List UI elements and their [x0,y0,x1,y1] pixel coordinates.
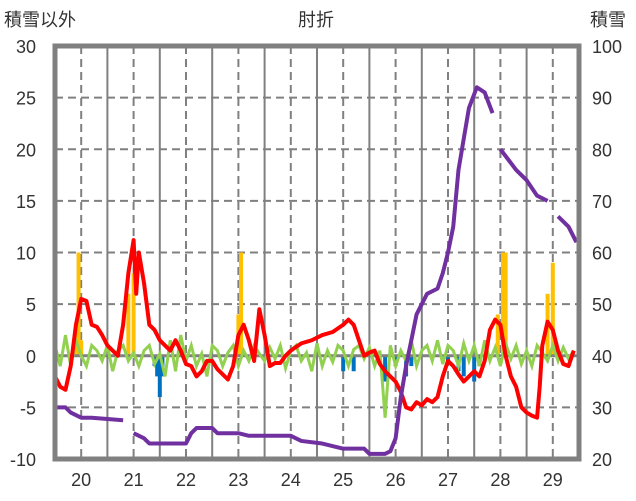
x-tick: 28 [490,470,510,490]
snowfall-bar [79,340,84,356]
x-tick: 24 [281,470,301,490]
x-tick: 23 [228,470,248,490]
snowfall-bar [239,252,244,356]
x-tick: 25 [333,470,353,490]
snow-depth-line [55,405,124,423]
y-tick-left: 30 [16,37,36,57]
y-tick-left: 0 [26,347,36,367]
y-tick-left: 20 [16,140,36,160]
snowfall-bar [503,252,508,356]
y-tick-right: 80 [592,140,612,160]
temperature-line [53,238,576,420]
snow-depth-line [556,214,579,244]
melt-bar [157,355,162,398]
y-tick-right: 50 [592,295,612,315]
y-tick-right: 60 [592,244,612,264]
snowfall-bar [495,314,500,356]
x-tick: 26 [386,470,406,490]
melt-bar [461,355,466,377]
snow-depth-line [498,148,549,203]
snowfall-bar [501,252,506,356]
snowfall-bar [131,273,136,356]
x-tick: 22 [176,470,196,490]
y-tick-left: 25 [16,89,36,109]
y-tick-left: 15 [16,192,36,212]
plot-frame [52,43,582,462]
melt-bar [446,355,450,361]
y-tick-right: 30 [592,398,612,418]
y-tick-left: 10 [16,244,36,264]
melt-bar [472,355,477,382]
y-tick-right: 70 [592,192,612,212]
y-tick-left: -10 [10,450,36,470]
y-tick-right: 40 [592,347,612,367]
right-axis-title: 積雪 [590,10,626,31]
x-tick: 29 [543,470,563,490]
melt-bar [155,355,160,377]
chart-title: 肘折 [298,10,334,31]
snowfall-bar [126,293,131,356]
melt-bar [409,355,414,367]
y-tick-right: 90 [592,89,612,109]
snowfall-bar [550,262,555,356]
x-tick: 21 [124,470,144,490]
snow-depth-line [132,85,495,456]
y-tick-left: 5 [26,295,36,315]
melt-bar [341,355,346,372]
melt-bar [351,355,356,372]
y-tick-left: -5 [20,398,36,418]
y-tick-right: 20 [592,450,612,470]
x-tick: 27 [438,470,458,490]
y-tick-right: 100 [592,37,622,57]
left-axis-title: 積雪以外 [4,10,76,31]
x-tick: 20 [71,470,91,490]
